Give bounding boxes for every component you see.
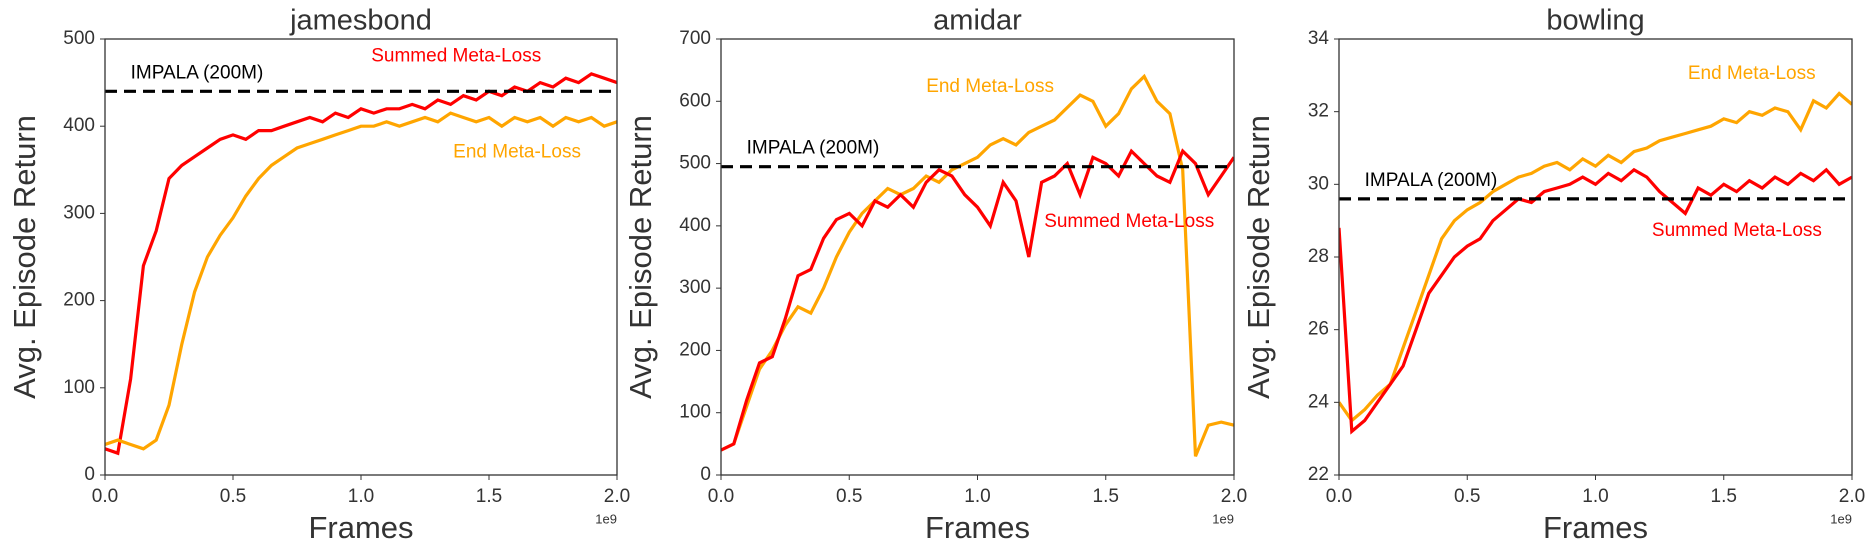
series-line — [105, 111, 617, 451]
chart-title: amidar — [933, 5, 1022, 37]
y-tick-label: 0 — [700, 464, 711, 485]
y-tick-label: 34 — [1308, 28, 1330, 49]
x-axis-label: Frames — [925, 510, 1030, 545]
y-tick-label: 32 — [1308, 101, 1329, 122]
y-tick-label: 30 — [1308, 173, 1329, 194]
y-tick-label: 400 — [63, 115, 95, 136]
series-line — [1339, 167, 1852, 435]
plot-frame — [104, 38, 618, 476]
x-tick-label: 2.0 — [1221, 486, 1247, 507]
series-line — [721, 148, 1234, 452]
y-axis-label: Avg. Episode Return — [7, 115, 42, 399]
series-label: Summed Meta-Loss — [1652, 220, 1822, 241]
series-line — [1339, 91, 1852, 423]
x-tick-label: 0.0 — [708, 486, 734, 507]
series-label: Summed Meta-Loss — [371, 45, 541, 66]
series-label: End Meta-Loss — [926, 76, 1054, 97]
x-tick-label: 1.0 — [348, 486, 374, 507]
reference-label: IMPALA (200M) — [131, 62, 264, 83]
y-tick-label: 28 — [1308, 246, 1329, 267]
x-tick-label: 1.0 — [1582, 486, 1608, 507]
y-tick-label: 200 — [679, 339, 711, 360]
x-offset-label: 1e9 — [1830, 511, 1852, 526]
x-tick-label: 0.0 — [92, 486, 118, 507]
y-tick-label: 22 — [1308, 464, 1329, 485]
chart-title: bowling — [1546, 5, 1644, 37]
series-label: Summed Meta-Loss — [1044, 211, 1214, 232]
series-label: End Meta-Loss — [453, 141, 581, 162]
plot-frame — [1338, 38, 1853, 476]
x-tick-label: 0.5 — [836, 486, 862, 507]
series-line — [105, 72, 617, 456]
x-tick-label: 1.0 — [964, 486, 990, 507]
x-axis-label: Frames — [308, 510, 413, 545]
y-tick-label: 700 — [679, 28, 711, 49]
y-tick-label: 500 — [63, 28, 95, 49]
x-offset-label: 1e9 — [1212, 511, 1234, 526]
y-axis-label: Avg. Episode Return — [1241, 115, 1276, 399]
x-tick-label: 0.5 — [1454, 486, 1480, 507]
x-tick-label: 2.0 — [604, 486, 630, 507]
series-label: End Meta-Loss — [1688, 63, 1816, 84]
reference-label: IMPALA (200M) — [747, 138, 880, 159]
x-tick-label: 1.5 — [1711, 486, 1737, 507]
plot-frame — [720, 38, 1235, 476]
x-tick-label: 0.0 — [1326, 486, 1352, 507]
y-tick-label: 100 — [63, 377, 95, 398]
y-tick-label: 500 — [679, 153, 711, 174]
y-tick-label: 100 — [679, 402, 711, 423]
x-tick-label: 1.5 — [1093, 486, 1119, 507]
chart-title: jamesbond — [289, 5, 432, 37]
x-tick-label: 1.5 — [476, 486, 502, 507]
y-axis-label: Avg. Episode Return — [623, 115, 658, 399]
y-tick-label: 300 — [679, 277, 711, 298]
y-tick-label: 200 — [63, 290, 95, 311]
y-tick-label: 0 — [84, 464, 95, 485]
series-line — [721, 73, 1234, 457]
y-tick-label: 400 — [679, 215, 711, 236]
x-offset-label: 1e9 — [595, 511, 617, 526]
x-axis-label: Frames — [1543, 510, 1648, 545]
x-tick-label: 0.5 — [220, 486, 246, 507]
x-tick-label: 2.0 — [1839, 486, 1865, 507]
y-tick-label: 26 — [1308, 319, 1329, 340]
reference-label: IMPALA (200M) — [1365, 170, 1498, 191]
y-tick-label: 24 — [1308, 391, 1330, 412]
y-tick-label: 300 — [63, 202, 95, 223]
y-tick-label: 600 — [679, 90, 711, 111]
